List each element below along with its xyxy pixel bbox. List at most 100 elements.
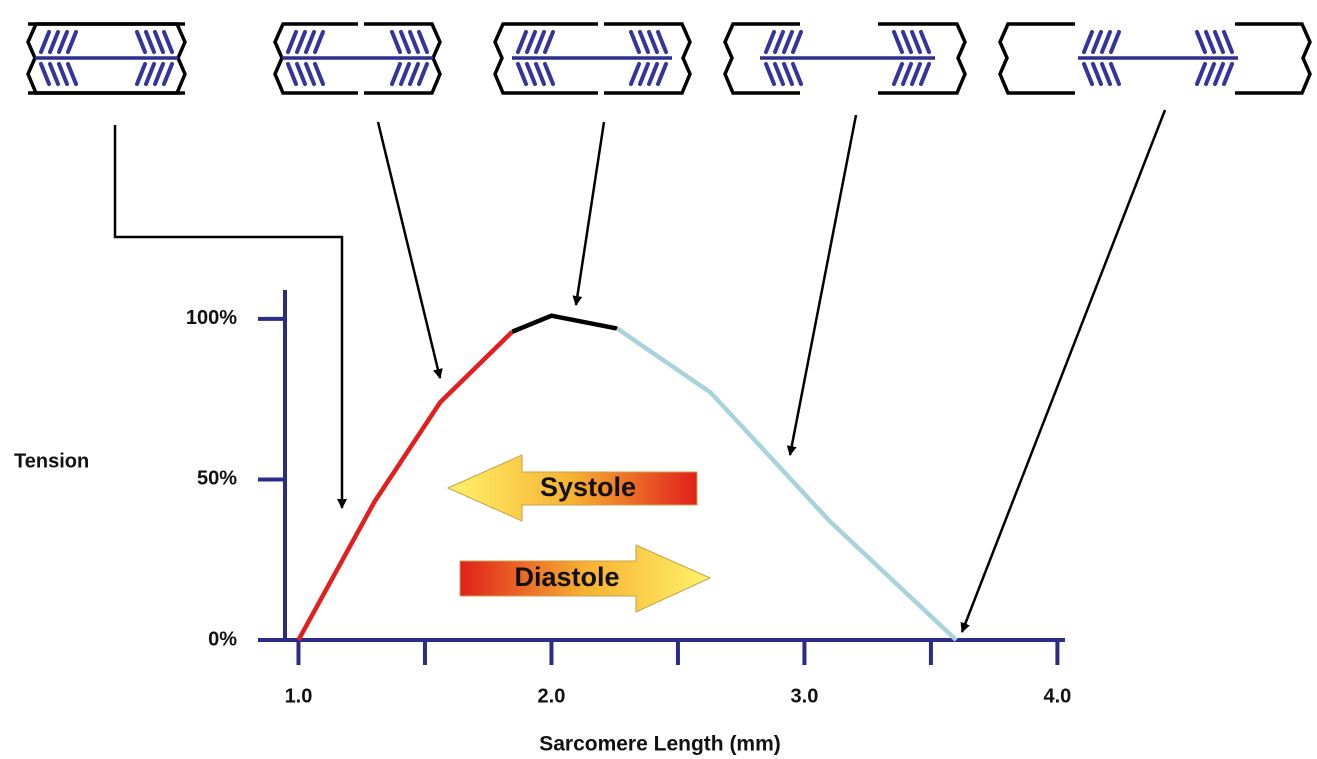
tension-curve <box>296 330 514 642</box>
y-tick-label: 50% <box>197 468 237 490</box>
myosin-head <box>135 30 147 54</box>
myosin-head <box>1213 30 1225 54</box>
myosin-head <box>162 62 174 86</box>
myosin-head <box>773 30 785 54</box>
myosin-head <box>543 62 555 86</box>
y-axis-label: Tension <box>14 450 89 472</box>
x-tick-label: 2.0 <box>538 685 566 707</box>
myosin-head <box>791 30 803 54</box>
myosin-head <box>629 62 641 86</box>
myosin-head <box>534 30 546 54</box>
pointer-arrows <box>113 109 1167 633</box>
myosin-head <box>1204 30 1216 54</box>
myosin-head <box>1222 62 1234 86</box>
sarcomere <box>723 22 967 95</box>
sarcomere <box>273 22 442 95</box>
myosin-head <box>782 62 794 86</box>
myosin-head <box>901 62 913 86</box>
myosin-head <box>1100 30 1112 54</box>
myosin-head <box>773 62 785 86</box>
myosin-head <box>525 30 537 54</box>
myosin-head <box>408 30 420 54</box>
sarcomere <box>493 22 692 95</box>
myosin-head <box>295 62 307 86</box>
sarcomere <box>26 22 187 95</box>
systole-arrow <box>446 454 698 522</box>
myosin-head <box>1082 62 1094 86</box>
z-disc-right <box>604 22 692 95</box>
pointer-arrow <box>572 121 606 306</box>
myosin-head <box>910 62 922 86</box>
myosin-head <box>764 62 776 86</box>
myosin-head <box>919 62 931 86</box>
myosin-head <box>1204 62 1216 86</box>
myosin-head <box>144 62 156 86</box>
myosin-head <box>534 62 546 86</box>
myosin-head <box>153 30 165 54</box>
myosin-head <box>516 62 528 86</box>
myosin-head <box>66 62 78 86</box>
myosin-head <box>57 62 69 86</box>
myosin-head <box>417 62 429 86</box>
diastole-arrow <box>459 544 712 613</box>
annotation: Systole <box>540 472 636 502</box>
sarcomere-diagrams <box>26 22 1312 95</box>
myosin-head <box>638 62 650 86</box>
myosin-head <box>390 62 402 86</box>
y-tick-label: 0% <box>208 628 237 650</box>
myosin-head <box>48 30 60 54</box>
myosin-head <box>1213 62 1225 86</box>
myosin-head <box>39 30 51 54</box>
myosin-head <box>144 30 156 54</box>
myosin-head <box>48 62 60 86</box>
myosin-head <box>1195 62 1207 86</box>
myosin-head <box>543 30 555 54</box>
sarcomere <box>998 22 1312 95</box>
myosin-head <box>638 30 650 54</box>
z-disc-left <box>998 22 1075 95</box>
annotation: Diastole <box>514 562 619 592</box>
x-tick-label: 1.0 <box>285 685 313 707</box>
myosin-head <box>1100 62 1112 86</box>
x-tick-label: 4.0 <box>1044 685 1072 707</box>
myosin-head <box>66 30 78 54</box>
myosin-head <box>782 30 794 54</box>
z-disc-left <box>723 22 800 95</box>
myosin-head <box>764 30 776 54</box>
myosin-head <box>1222 30 1234 54</box>
myosin-head <box>286 62 298 86</box>
myosin-head <box>1091 30 1103 54</box>
myosin-head <box>1109 62 1121 86</box>
y-tick-label: 100% <box>186 307 237 329</box>
myosin-head <box>135 62 147 86</box>
myosin-head <box>525 62 537 86</box>
myosin-head <box>1109 30 1121 54</box>
myosin-head <box>516 30 528 54</box>
z-disc-left <box>493 22 598 95</box>
x-tick-label: 3.0 <box>791 685 819 707</box>
myosin-head <box>408 62 420 86</box>
myosin-head <box>39 62 51 86</box>
myosin-head <box>286 30 298 54</box>
pointer-arrow <box>113 125 347 509</box>
myosin-head <box>162 30 174 54</box>
myosin-head <box>313 30 325 54</box>
myosin-head <box>892 62 904 86</box>
myosin-head <box>313 62 325 86</box>
myosin-head <box>791 62 803 86</box>
myosin-head <box>417 30 429 54</box>
myosin-head <box>399 62 411 86</box>
myosin-head <box>304 30 316 54</box>
myosin-head <box>390 30 402 54</box>
pointer-arrow <box>960 109 1167 633</box>
myosin-head <box>1082 30 1094 54</box>
myosin-head <box>919 30 931 54</box>
tension-curve <box>511 313 618 334</box>
z-disc-right <box>1235 22 1312 95</box>
myosin-head <box>647 62 659 86</box>
myosin-head <box>910 30 922 54</box>
myosin-head <box>647 30 659 54</box>
tension-curve <box>615 326 958 642</box>
